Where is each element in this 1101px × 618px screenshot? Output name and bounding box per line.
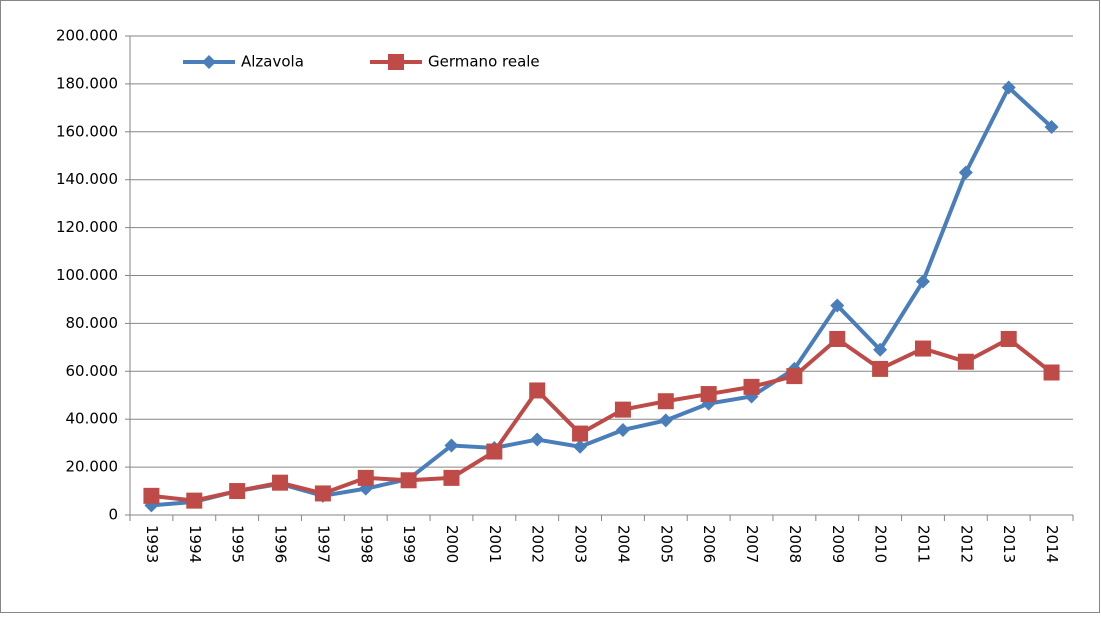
y-tick-label: 80.000	[66, 314, 119, 332]
data-point	[614, 401, 631, 418]
x-tick-label: 2010	[872, 525, 890, 563]
x-tick-label: 2005	[657, 525, 675, 563]
y-tick-label: 40.000	[66, 410, 119, 428]
x-tick-label: 2014	[1043, 525, 1061, 563]
data-point	[786, 368, 803, 385]
y-tick-label: 180.000	[56, 74, 118, 92]
data-point	[400, 472, 417, 489]
y-tick-label: 60.000	[66, 362, 119, 380]
data-point	[872, 360, 889, 377]
legend-marker	[202, 55, 216, 69]
data-point	[658, 413, 673, 428]
data-point	[1043, 364, 1060, 381]
x-tick-label: 2012	[957, 525, 975, 563]
data-point	[314, 485, 331, 502]
x-tick-label: 2011	[914, 525, 932, 563]
x-tick-label: 2000	[443, 525, 461, 563]
x-tick-label: 2009	[829, 525, 847, 563]
x-tick-label: 2013	[1000, 525, 1018, 563]
data-point	[530, 432, 545, 447]
data-point	[1044, 120, 1059, 135]
legend-marker	[388, 54, 404, 70]
data-point	[186, 492, 203, 509]
legend-label: Germano reale	[428, 53, 540, 71]
data-point	[829, 330, 846, 347]
x-tick-label: 1997	[314, 525, 332, 563]
data-point	[873, 342, 888, 357]
series-line	[151, 336, 1053, 503]
y-tick-label: 120.000	[56, 218, 118, 236]
data-point	[915, 274, 930, 289]
data-point	[700, 386, 717, 403]
data-point	[573, 439, 588, 454]
x-tick-label: 2008	[786, 525, 804, 563]
data-point	[529, 382, 546, 399]
x-tick-label: 2007	[743, 525, 761, 563]
data-point	[229, 483, 246, 500]
y-tick-label: 200.000	[56, 27, 118, 45]
data-point	[444, 438, 459, 453]
x-tick-label: 1996	[272, 525, 290, 563]
x-tick-label: 2006	[700, 525, 718, 563]
x-tick-label: 1998	[357, 525, 375, 563]
y-tick-label: 160.000	[56, 122, 118, 140]
data-point	[958, 165, 973, 180]
legend-label: Alzavola	[241, 53, 304, 71]
y-tick-label: 20.000	[66, 458, 119, 476]
data-point	[830, 298, 845, 313]
data-point	[272, 474, 289, 491]
y-tick-label: 140.000	[56, 170, 118, 188]
x-tick-label: 1995	[229, 525, 247, 563]
data-point	[486, 443, 503, 460]
data-point	[1001, 80, 1016, 95]
y-tick-label: 0	[108, 506, 118, 524]
data-point	[143, 487, 160, 504]
x-tick-label: 1999	[400, 525, 418, 563]
x-tick-label: 2002	[529, 525, 547, 563]
data-point	[1000, 330, 1017, 347]
x-tick-label: 2001	[486, 525, 504, 563]
data-point	[615, 422, 630, 437]
data-point	[743, 378, 760, 395]
x-tick-label: 1994	[186, 525, 204, 563]
x-tick-label: 1993	[143, 525, 161, 563]
y-tick-label: 100.000	[56, 266, 118, 284]
data-point	[357, 469, 374, 486]
data-point	[443, 469, 460, 486]
data-point	[914, 340, 931, 357]
data-point	[657, 393, 674, 410]
data-point	[572, 425, 589, 442]
data-point	[957, 353, 974, 370]
x-tick-label: 2004	[614, 525, 632, 563]
x-tick-label: 2003	[572, 525, 590, 563]
